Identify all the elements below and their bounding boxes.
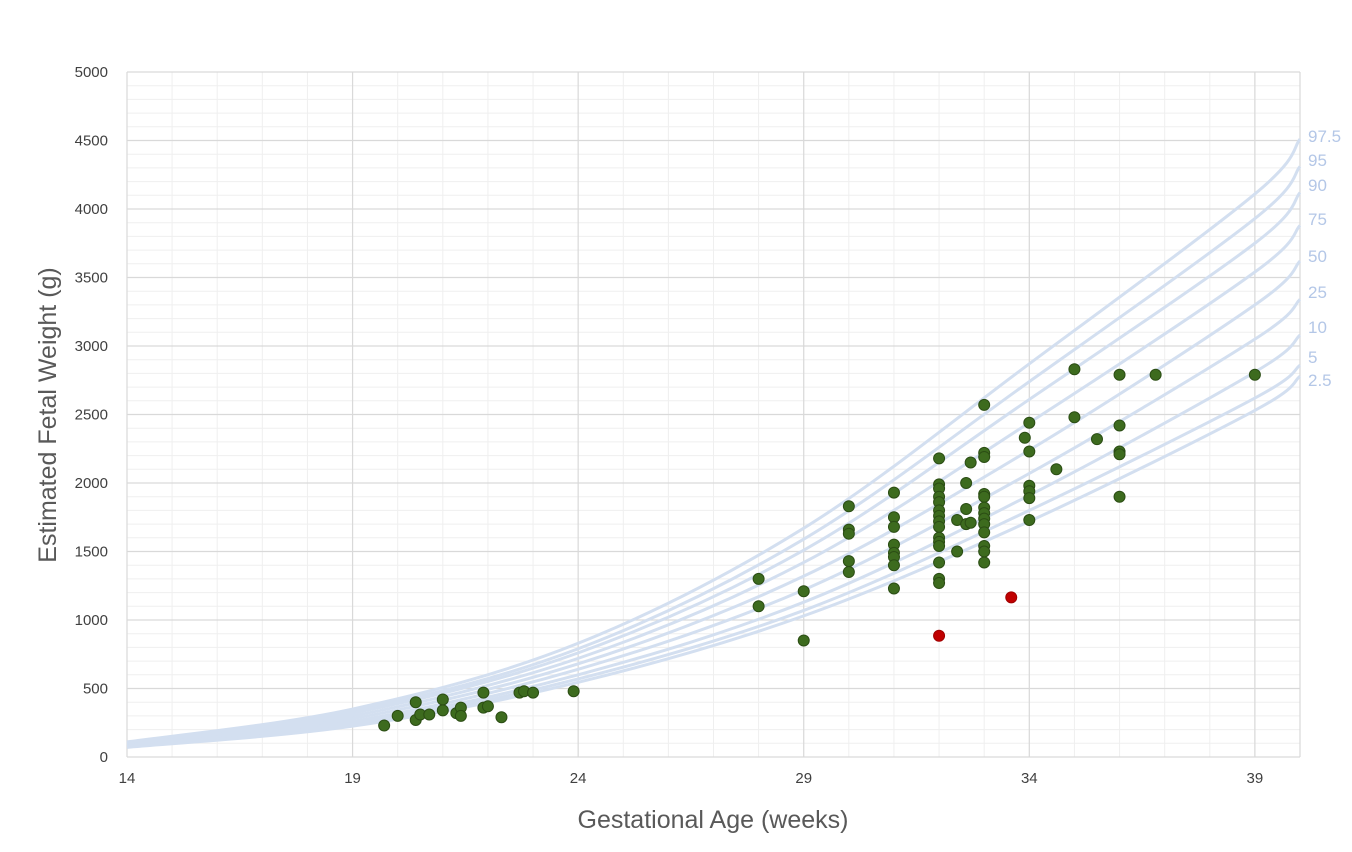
percentile-curve-90 [126, 191, 1302, 745]
data-point [1113, 419, 1126, 432]
data-point [1023, 445, 1036, 458]
percentile-curve-50 [126, 259, 1302, 747]
data-point [978, 556, 991, 569]
highlighted-data-point [933, 629, 946, 642]
data-point [1068, 363, 1081, 376]
data-point [842, 555, 855, 568]
percentile-label: 2.5 [1308, 371, 1332, 390]
data-point [1113, 368, 1126, 381]
data-point [887, 486, 900, 499]
data-point [378, 719, 391, 732]
percentile-label: 75 [1308, 210, 1327, 229]
data-point [752, 600, 765, 613]
data-point [887, 582, 900, 595]
data-point [933, 540, 946, 553]
data-point [933, 452, 946, 465]
data-point [454, 709, 467, 722]
y-tick-label: 2000 [75, 475, 108, 492]
percentile-curve-2-5 [126, 374, 1301, 749]
percentile-curve-75 [126, 224, 1302, 746]
data-point [964, 516, 977, 529]
percentile-label: 5 [1308, 348, 1317, 367]
percentile-curves [126, 138, 1302, 749]
data-point [887, 559, 900, 572]
percentile-label: 90 [1308, 176, 1327, 195]
data-point [964, 456, 977, 469]
percentile-curve-25 [126, 298, 1302, 747]
data-point [1113, 448, 1126, 461]
data-point [1248, 368, 1261, 381]
data-point [527, 686, 540, 699]
data-point [1050, 463, 1063, 476]
data-point [1090, 433, 1103, 446]
y-axis-tick-labels: 0 500 1000 1500 2000 2500 3000 3500 4000 4500 5000 [75, 64, 108, 766]
y-tick-label: 1000 [75, 612, 108, 629]
data-point [567, 685, 580, 698]
percentile-curve-97-5 [126, 138, 1302, 744]
percentile-label: 10 [1308, 318, 1327, 337]
data-point [1068, 411, 1081, 424]
y-tick-label: 3500 [75, 270, 108, 287]
y-tick-label: 1500 [75, 544, 108, 561]
percentile-curve-95 [126, 165, 1302, 745]
major-gridlines [126, 71, 1301, 758]
y-axis-title: Estimated Fetal Weight (g) [34, 267, 62, 562]
data-point [1113, 490, 1126, 503]
data-point [978, 490, 991, 503]
data-point [752, 572, 765, 585]
x-axis-title: Gestational Age (weeks) [578, 806, 849, 834]
data-point [1149, 368, 1162, 381]
data-point [1023, 416, 1036, 429]
highlighted-data-point [1005, 591, 1018, 604]
data-point [797, 585, 810, 598]
y-tick-label: 0 [100, 749, 108, 766]
data-point [477, 686, 490, 699]
x-tick-label: 29 [795, 770, 812, 787]
data-point [391, 709, 404, 722]
y-tick-label: 500 [83, 681, 108, 698]
data-point [423, 708, 436, 721]
data-points [378, 363, 1261, 732]
data-point [842, 527, 855, 540]
data-point [933, 556, 946, 569]
data-point [960, 503, 973, 516]
data-point [933, 520, 946, 533]
data-point [887, 520, 900, 533]
data-point [960, 477, 973, 489]
percentile-label: 25 [1308, 283, 1327, 302]
percentile-label: 50 [1308, 247, 1327, 266]
data-point [842, 566, 855, 579]
data-point [1018, 431, 1031, 444]
data-point [978, 450, 991, 463]
data-point [409, 696, 422, 709]
data-point [951, 545, 964, 558]
x-tick-label: 39 [1247, 770, 1264, 787]
data-point [978, 545, 991, 558]
x-tick-label: 34 [1021, 770, 1038, 787]
data-point [1023, 513, 1036, 526]
y-tick-label: 5000 [75, 64, 108, 81]
data-point [481, 700, 494, 713]
data-point [933, 577, 946, 590]
data-point [978, 526, 991, 539]
data-point [797, 634, 810, 647]
y-tick-label: 3000 [75, 338, 108, 355]
data-point [436, 704, 449, 717]
y-tick-label: 4000 [75, 201, 108, 218]
x-tick-label: 19 [344, 770, 361, 787]
y-tick-label: 2500 [75, 407, 108, 424]
x-tick-label: 24 [570, 770, 587, 787]
percentile-curve-labels: 97.5 95 90 75 50 25 10 5 2.5 [1308, 127, 1341, 390]
data-point [978, 398, 991, 411]
x-tick-label: 14 [119, 770, 136, 787]
data-point [495, 711, 508, 724]
data-point [1023, 492, 1036, 505]
y-tick-label: 4500 [75, 133, 108, 150]
percentile-label: 97.5 [1308, 127, 1341, 146]
x-axis-tick-labels: 14 19 24 29 34 39 [119, 770, 1264, 787]
data-point [842, 500, 855, 513]
data-point [436, 693, 449, 706]
percentile-label: 95 [1308, 151, 1327, 170]
